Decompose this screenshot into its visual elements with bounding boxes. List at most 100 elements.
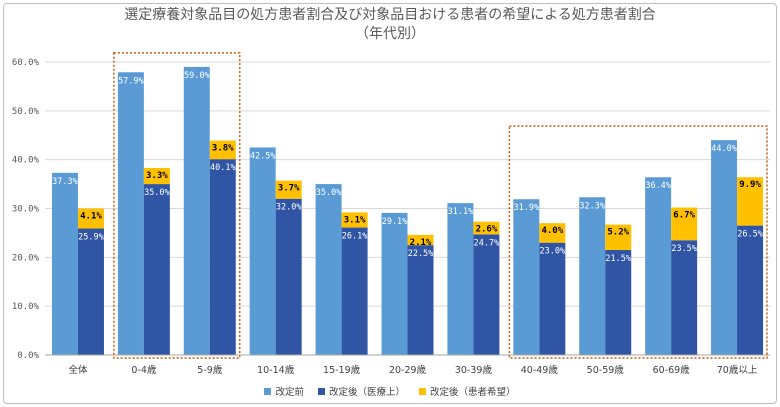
bar-after-medical: [209, 159, 236, 355]
legend-swatch-before: [264, 387, 272, 395]
bar-after-patient: [209, 140, 236, 160]
x-tick-label: 10-14歳: [257, 364, 295, 376]
data-label-after-patient: 2.1%: [410, 238, 432, 248]
data-label-after-medical: 24.7%: [474, 238, 500, 248]
x-tick-label: 70歳以上: [717, 364, 758, 376]
bar-before: [711, 140, 738, 355]
bar-layer: [51, 66, 764, 355]
bar-before: [117, 72, 144, 355]
bar-after-patient: [407, 234, 434, 246]
label-layer: 37.3% 25.9% 4.1% 57.9% 35.0% 3.3% 59.0% 40.1% 3.…: [52, 71, 763, 264]
bar-before: [51, 172, 78, 355]
data-label-after-patient: 3.1%: [344, 215, 366, 225]
data-label-before: 29.1%: [382, 217, 408, 227]
chart-subtitle: （年代別）: [355, 26, 425, 42]
data-label-after-medical: 23.5%: [671, 244, 697, 254]
bar-after-medical: [407, 245, 434, 355]
data-label-before: 35.0%: [316, 188, 342, 198]
bar-after-patient: [539, 223, 566, 243]
bar-before: [183, 66, 210, 355]
data-label-before: 37.3%: [52, 177, 78, 187]
bar-after-medical: [143, 184, 170, 355]
bar-before: [513, 199, 540, 355]
x-tick-label: 15-19歳: [323, 364, 361, 376]
data-label-after-medical: 26.5%: [737, 230, 763, 240]
legend-item-before: 改定前: [264, 384, 304, 398]
data-label-before: 44.0%: [711, 144, 737, 154]
y-tick-label: 30.0%: [12, 205, 40, 215]
bar-after-medical: [671, 240, 698, 355]
data-label-after-medical: 32.0%: [276, 203, 302, 213]
data-label-after-medical: 40.1%: [210, 163, 236, 173]
data-label-before: 36.4%: [645, 181, 671, 191]
data-label-after-medical: 23.0%: [540, 247, 566, 257]
bar-after-patient: [77, 208, 104, 229]
bar-after-medical: [341, 227, 368, 355]
data-label-after-medical: 35.0%: [144, 188, 170, 198]
y-tick-label: 60.0%: [12, 58, 40, 68]
legend-swatch-after-medical: [317, 387, 325, 395]
bar-before: [645, 177, 672, 355]
x-tick-label: 60-69歳: [653, 364, 691, 376]
bar-after-patient: [737, 177, 764, 226]
data-label-before: 31.1%: [448, 207, 474, 217]
legend-label-after-patient: 改定後（患者希望）: [430, 387, 516, 398]
y-tick-label: 50.0%: [12, 107, 40, 117]
bar-before: [381, 212, 408, 355]
legend-item-after-patient: 改定後（患者希望）: [419, 384, 516, 398]
data-label-before: 57.9%: [118, 76, 144, 86]
bar-after-patient: [275, 180, 302, 199]
data-label-after-medical: 25.9%: [78, 233, 104, 243]
x-tick-label: 0-4歳: [131, 364, 157, 376]
bar-before: [249, 147, 276, 355]
bar-after-patient: [605, 224, 632, 251]
legend-label-before: 改定前: [275, 387, 304, 398]
legend-label-after-medical: 改定後（医療上）: [328, 387, 405, 398]
data-label-after-medical: 22.5%: [408, 249, 434, 259]
bar-after-medical: [77, 228, 104, 355]
data-label-before: 42.5%: [250, 151, 276, 161]
x-tick-label: 50-59歳: [587, 364, 625, 376]
data-label-after-patient: 9.9%: [739, 180, 761, 190]
highlight-layer: [113, 52, 768, 359]
y-tick-label: 20.0%: [12, 253, 40, 263]
data-label-before: 31.9%: [514, 203, 540, 213]
data-label-after-patient: 4.1%: [80, 212, 102, 222]
x-tick-label: 20-29歳: [389, 364, 427, 376]
data-label-before: 59.0%: [184, 71, 210, 81]
data-label-after-patient: 3.3%: [146, 171, 168, 181]
bar-after-medical: [275, 198, 302, 355]
highlight-box: [113, 52, 241, 359]
bar-after-patient: [671, 207, 698, 241]
data-label-after-patient: 4.0%: [541, 226, 563, 236]
data-label-before: 32.3%: [579, 201, 605, 211]
legend: 改定前 改定後（医療上） 改定後（患者希望）: [0, 384, 780, 398]
data-label-after-patient: 2.6%: [476, 225, 498, 235]
x-tick-label: 40-49歳: [521, 364, 559, 376]
data-label-after-patient: 3.7%: [278, 184, 300, 194]
bar-after-medical: [605, 250, 632, 355]
bar-after-medical: [737, 225, 764, 355]
data-label-after-patient: 6.7%: [673, 211, 695, 221]
x-tick-label: 5-9歳: [197, 364, 223, 376]
data-label-after-medical: 21.5%: [605, 254, 631, 264]
data-label-after-patient: 5.2%: [607, 228, 629, 238]
bar-before: [447, 203, 474, 355]
bar-after-patient: [473, 221, 500, 235]
data-label-after-patient: 3.8%: [212, 144, 234, 154]
bar-after-patient: [143, 167, 170, 185]
y-tick-label: 0.0%: [17, 351, 39, 361]
highlight-box: [508, 125, 768, 359]
y-tick-label: 40.0%: [12, 156, 40, 166]
x-tick-label: 30-39歳: [455, 364, 493, 376]
legend-swatch-after-patient: [419, 387, 426, 395]
chart-title: 選定療養対象品目の処方患者割合及び対象品目おける患者の希望による処方患者割合: [124, 7, 656, 23]
bar-before: [315, 184, 342, 355]
bar-before: [579, 197, 606, 355]
bar-after-medical: [473, 234, 500, 355]
data-label-after-medical: 26.1%: [342, 232, 368, 242]
bar-after-patient: [341, 212, 368, 228]
bar-after-medical: [539, 242, 566, 355]
x-tick-label: 全体: [68, 364, 88, 376]
